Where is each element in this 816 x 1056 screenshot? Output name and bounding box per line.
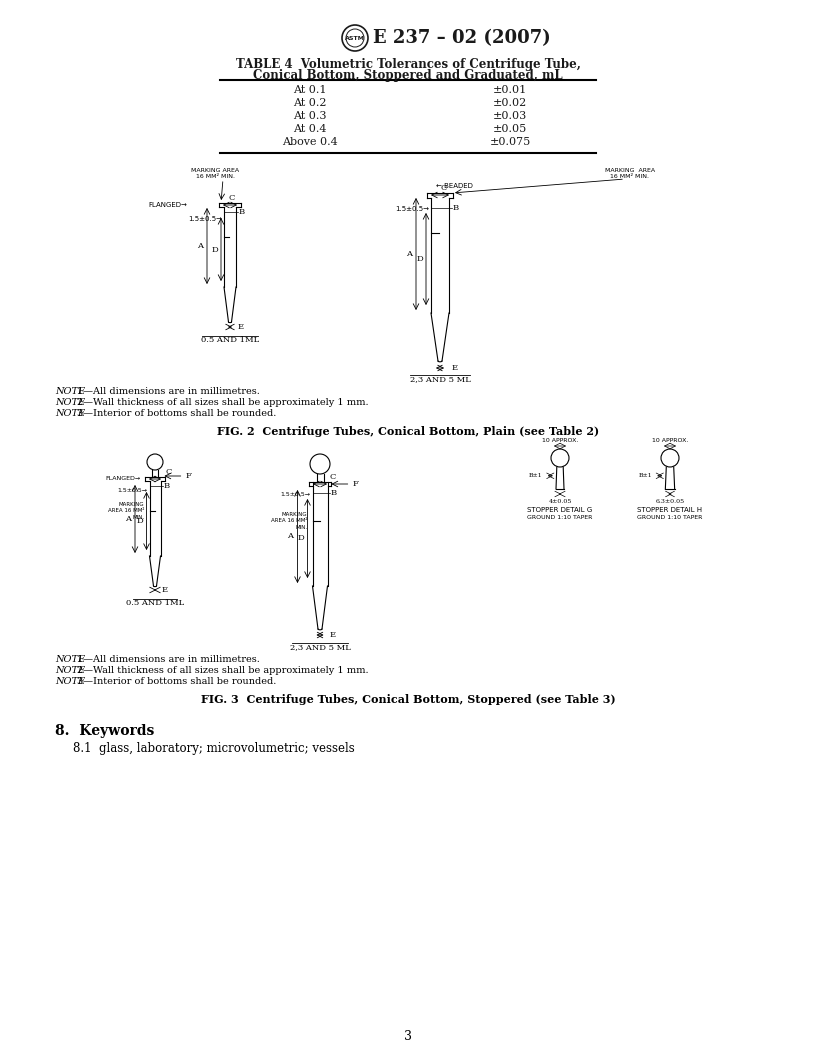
Text: 3—Interior of bottoms shall be rounded.: 3—Interior of bottoms shall be rounded. <box>77 677 277 686</box>
Text: C: C <box>330 473 336 480</box>
Text: 0.5 AND 1ML: 0.5 AND 1ML <box>201 336 259 344</box>
Text: C: C <box>228 194 235 202</box>
Text: A: A <box>287 532 294 541</box>
Text: 16 MM² MIN.: 16 MM² MIN. <box>196 174 234 180</box>
Text: E: E <box>452 364 458 372</box>
Text: 2—Wall thickness of all sizes shall be approximately 1 mm.: 2—Wall thickness of all sizes shall be a… <box>77 398 369 407</box>
Text: Conical Bottom, Stoppered and Graduated, mL: Conical Bottom, Stoppered and Graduated,… <box>253 69 563 82</box>
Text: GROUND 1:10 TAPER: GROUND 1:10 TAPER <box>637 515 703 520</box>
Text: ±0.02: ±0.02 <box>493 98 527 108</box>
Text: B±1: B±1 <box>639 473 652 478</box>
Text: 3: 3 <box>404 1030 412 1043</box>
Text: MARKING AREA: MARKING AREA <box>191 168 239 173</box>
Text: MARKING
AREA 16 MM²
MIN.: MARKING AREA 16 MM² MIN. <box>271 512 308 530</box>
Text: 3—Interior of bottoms shall be rounded.: 3—Interior of bottoms shall be rounded. <box>77 409 277 418</box>
Text: ±0.01: ±0.01 <box>493 84 527 95</box>
Text: At 0.1: At 0.1 <box>293 84 326 95</box>
Text: 2—Wall thickness of all sizes shall be approximately 1 mm.: 2—Wall thickness of all sizes shall be a… <box>77 666 369 675</box>
Text: D: D <box>211 245 218 253</box>
Text: NOTE: NOTE <box>55 409 88 418</box>
Text: C: C <box>441 184 447 192</box>
Text: F: F <box>185 472 192 480</box>
Text: A: A <box>197 242 203 250</box>
Text: MARKING  AREA: MARKING AREA <box>605 168 655 173</box>
Text: 6.3±0.05: 6.3±0.05 <box>655 499 685 504</box>
Text: At 0.2: At 0.2 <box>293 98 326 108</box>
Text: ±0.03: ±0.03 <box>493 111 527 121</box>
Text: 1.5±0.5→: 1.5±0.5→ <box>188 216 222 222</box>
Text: ASTM: ASTM <box>345 36 365 40</box>
Text: B: B <box>330 489 337 497</box>
Text: 8.  Keywords: 8. Keywords <box>55 724 154 738</box>
Text: 0.5 AND 1ML: 0.5 AND 1ML <box>126 599 184 607</box>
Text: E 237 – 02 (2007): E 237 – 02 (2007) <box>373 29 551 48</box>
Text: FLANGED→: FLANGED→ <box>149 202 187 208</box>
Text: B: B <box>163 482 170 490</box>
Text: 1.5±0.5→: 1.5±0.5→ <box>395 206 429 212</box>
Text: ±0.05: ±0.05 <box>493 124 527 134</box>
Text: Above 0.4: Above 0.4 <box>282 137 338 147</box>
Text: 1.5±0.5→: 1.5±0.5→ <box>281 492 311 497</box>
Text: 2,3 AND 5 ML: 2,3 AND 5 ML <box>290 643 350 650</box>
Text: 1—All dimensions are in millimetres.: 1—All dimensions are in millimetres. <box>77 655 259 664</box>
Text: STOPPER DETAIL H: STOPPER DETAIL H <box>637 507 703 513</box>
Text: At 0.3: At 0.3 <box>293 111 326 121</box>
Text: 10 APPROX.: 10 APPROX. <box>652 438 688 444</box>
Text: FLANGED→: FLANGED→ <box>105 475 140 480</box>
Text: MARKING
AREA 16 MM²
MIN.: MARKING AREA 16 MM² MIN. <box>108 503 144 520</box>
Text: ±0.075: ±0.075 <box>490 137 530 147</box>
Text: D: D <box>298 534 304 543</box>
Text: 1—All dimensions are in millimetres.: 1—All dimensions are in millimetres. <box>77 386 259 396</box>
Text: 1.5±0.5→: 1.5±0.5→ <box>118 488 148 492</box>
Text: D: D <box>416 254 423 263</box>
Text: At 0.4: At 0.4 <box>293 124 326 134</box>
Text: B: B <box>239 208 245 216</box>
Text: D: D <box>137 517 144 525</box>
Text: 4±0.05: 4±0.05 <box>548 499 572 504</box>
Text: NOTE: NOTE <box>55 677 88 686</box>
Text: ← BEADED: ← BEADED <box>436 183 473 189</box>
Text: E: E <box>162 586 168 593</box>
Text: B: B <box>453 204 459 212</box>
Text: B±1: B±1 <box>529 473 543 478</box>
Text: FIG. 3  Centrifuge Tubes, Conical Bottom, Stoppered (see Table 3): FIG. 3 Centrifuge Tubes, Conical Bottom,… <box>201 694 615 705</box>
Text: 2,3 AND 5 ML: 2,3 AND 5 ML <box>410 375 471 383</box>
Text: FIG. 2  Centrifuge Tubes, Conical Bottom, Plain (see Table 2): FIG. 2 Centrifuge Tubes, Conical Bottom,… <box>217 426 599 437</box>
Text: E: E <box>330 631 335 639</box>
Text: GROUND 1:10 TAPER: GROUND 1:10 TAPER <box>527 515 592 520</box>
Text: A: A <box>406 250 412 258</box>
Text: 10 APPROX.: 10 APPROX. <box>542 438 579 444</box>
Text: TABLE 4  Volumetric Tolerances of Centrifuge Tube,: TABLE 4 Volumetric Tolerances of Centrif… <box>236 58 580 71</box>
Text: STOPPER DETAIL G: STOPPER DETAIL G <box>527 507 592 513</box>
Text: NOTE: NOTE <box>55 386 88 396</box>
Text: C: C <box>166 468 172 476</box>
Text: 16 MM² MIN.: 16 MM² MIN. <box>610 174 650 180</box>
Text: NOTE: NOTE <box>55 666 88 675</box>
Text: 8.1  glass, laboratory; microvolumetric; vessels: 8.1 glass, laboratory; microvolumetric; … <box>73 742 355 755</box>
Text: E: E <box>238 323 244 331</box>
Text: NOTE: NOTE <box>55 398 88 407</box>
Text: A: A <box>125 515 131 523</box>
Text: NOTE: NOTE <box>55 655 88 664</box>
Text: F: F <box>353 480 358 488</box>
